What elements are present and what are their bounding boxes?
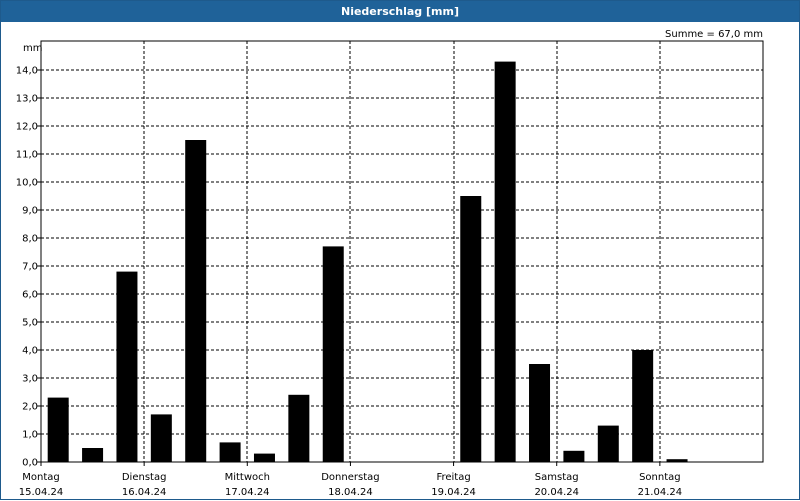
precipitation-bar bbox=[116, 271, 138, 462]
x-weekday-label: Donnerstag bbox=[321, 472, 379, 483]
x-date-label: 15.04.24 bbox=[19, 487, 64, 498]
precipitation-bar bbox=[288, 394, 310, 462]
x-date-label: 18.04.24 bbox=[328, 487, 373, 498]
y-tick-label: 6,0 bbox=[22, 290, 38, 301]
x-weekday-label: Freitag bbox=[436, 472, 470, 483]
precipitation-bar bbox=[460, 196, 482, 462]
x-weekday-label: Mittwoch bbox=[225, 472, 270, 483]
precipitation-bar bbox=[82, 448, 104, 462]
precipitation-bar bbox=[185, 140, 207, 462]
precipitation-bar bbox=[529, 364, 551, 462]
y-tick-label: 14,0 bbox=[16, 66, 38, 77]
sum-annotation: Summe = 67,0 mm bbox=[665, 29, 763, 40]
y-tick-label: 11,0 bbox=[16, 150, 38, 161]
x-date-label: 20.04.24 bbox=[534, 487, 579, 498]
y-tick-label: 3,0 bbox=[22, 374, 38, 385]
y-tick-label: 8,0 bbox=[22, 234, 38, 245]
y-tick-label: 12,0 bbox=[16, 122, 38, 133]
precipitation-bar bbox=[322, 246, 344, 462]
x-date-label: 17.04.24 bbox=[225, 487, 270, 498]
chart-title: Niederschlag [mm] bbox=[1, 1, 799, 22]
precipitation-bar bbox=[632, 350, 654, 462]
y-tick-label: 2,0 bbox=[22, 402, 38, 413]
x-date-label: 21.04.24 bbox=[638, 487, 683, 498]
x-weekday-label: Samstag bbox=[535, 472, 579, 483]
y-tick-label: 13,0 bbox=[16, 94, 38, 105]
y-tick-label: 9,0 bbox=[22, 206, 38, 217]
precipitation-bar bbox=[494, 61, 516, 462]
precipitation-bar bbox=[253, 453, 275, 462]
precipitation-bar bbox=[47, 397, 69, 462]
x-weekday-label: Sonntag bbox=[639, 472, 681, 483]
y-tick-label: 4,0 bbox=[22, 346, 38, 357]
y-tick-label: 0,0 bbox=[22, 458, 38, 469]
precipitation-bar bbox=[563, 450, 585, 462]
y-tick-label: 7,0 bbox=[22, 262, 38, 273]
y-tick-label: 5,0 bbox=[22, 318, 38, 329]
precipitation-bar bbox=[666, 459, 688, 462]
x-weekday-label: Montag bbox=[22, 472, 59, 483]
y-tick-label: 1,0 bbox=[22, 430, 38, 441]
y-tick-label: 10,0 bbox=[16, 178, 38, 189]
precipitation-bar bbox=[150, 414, 172, 462]
precipitation-bar bbox=[597, 425, 619, 462]
x-weekday-label: Dienstag bbox=[122, 472, 167, 483]
x-date-label: 19.04.24 bbox=[431, 487, 476, 498]
precipitation-bar bbox=[219, 442, 241, 462]
y-axis-unit-label: mm bbox=[23, 43, 42, 54]
x-date-label: 16.04.24 bbox=[122, 487, 167, 498]
plot-frame bbox=[40, 40, 764, 463]
